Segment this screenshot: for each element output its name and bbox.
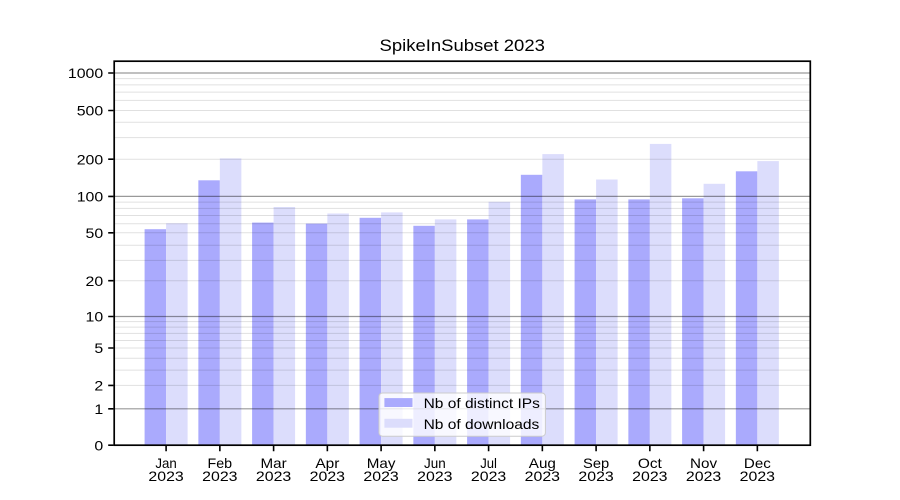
svg-text:1000: 1000: [68, 65, 104, 81]
svg-text:Aug: Aug: [529, 455, 556, 471]
svg-text:2023: 2023: [525, 468, 561, 484]
svg-text:0: 0: [94, 437, 103, 453]
svg-text:2023: 2023: [740, 468, 776, 484]
svg-text:Oct: Oct: [638, 455, 662, 471]
svg-text:2023: 2023: [632, 468, 668, 484]
svg-text:50: 50: [86, 225, 104, 241]
svg-text:5: 5: [94, 340, 103, 356]
svg-text:200: 200: [77, 151, 104, 167]
svg-text:May: May: [367, 455, 396, 471]
svg-text:20: 20: [86, 273, 104, 289]
svg-text:Feb: Feb: [208, 455, 233, 471]
svg-text:2023: 2023: [310, 468, 346, 484]
svg-text:2023: 2023: [686, 468, 722, 484]
svg-text:Nb of downloads: Nb of downloads: [424, 416, 540, 432]
svg-text:2023: 2023: [578, 468, 614, 484]
svg-text:500: 500: [77, 103, 104, 119]
svg-text:Jan: Jan: [155, 455, 176, 471]
svg-text:Nov: Nov: [690, 455, 717, 471]
svg-text:2: 2: [94, 378, 103, 394]
svg-text:Dec: Dec: [744, 455, 771, 471]
svg-text:100: 100: [77, 189, 104, 205]
svg-text:2023: 2023: [363, 468, 399, 484]
svg-text:2023: 2023: [417, 468, 453, 484]
svg-text:2023: 2023: [202, 468, 238, 484]
svg-text:Sep: Sep: [583, 455, 609, 471]
svg-text:SpikeInSubset 2023: SpikeInSubset 2023: [380, 36, 545, 55]
svg-text:Apr: Apr: [315, 455, 339, 471]
svg-text:Nb of distinct IPs: Nb of distinct IPs: [424, 395, 540, 411]
svg-text:2023: 2023: [148, 468, 184, 484]
svg-text:Jun: Jun: [424, 455, 446, 471]
svg-text:Mar: Mar: [261, 455, 288, 471]
svg-text:2023: 2023: [471, 468, 507, 484]
svg-text:2023: 2023: [256, 468, 292, 484]
svg-text:Jul: Jul: [480, 455, 497, 471]
svg-text:1: 1: [94, 401, 103, 417]
svg-text:10: 10: [86, 309, 104, 325]
